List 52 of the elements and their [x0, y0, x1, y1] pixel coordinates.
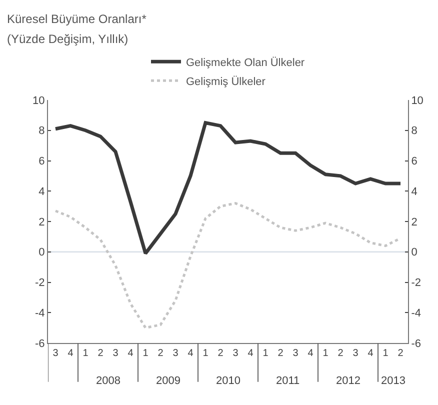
x-tick-label: 3 — [52, 348, 59, 359]
x-tick-label: 3 — [232, 348, 239, 359]
y2-tick-label: 2 — [411, 216, 418, 228]
chart-title: Küresel Büyüme Oranları* — [7, 12, 147, 26]
y-tick-label: 6 — [38, 156, 45, 168]
x-tick-label: 2 — [338, 348, 344, 359]
legend-label: Gelişmekte Olan Ülkeler — [186, 56, 305, 69]
text: 2013 — [381, 375, 406, 387]
x-tick-label: 2 — [398, 348, 404, 359]
y2-tick-label: -6 — [411, 338, 421, 350]
y2-tick-label: 4 — [411, 186, 418, 198]
y2-tick-label: 0 — [411, 246, 418, 259]
x-tick-label: 2 — [218, 348, 224, 359]
chart-subtitle: (Yüzde Değişim, Yıllık) — [7, 32, 128, 46]
text: 2011 — [276, 375, 300, 387]
text: 2009 — [156, 375, 180, 387]
x-tick-label: 3 — [172, 348, 179, 359]
y-tick-label: 0 — [38, 246, 45, 259]
y2-tick-label: -4 — [411, 307, 421, 320]
x-tick-label: 1 — [82, 348, 89, 359]
x-tick-label: 1 — [262, 348, 269, 359]
y2-tick-label: 10 — [411, 94, 424, 107]
x-tick-label: 4 — [248, 348, 254, 359]
y-tick-label: -4 — [35, 307, 45, 320]
text: 2010 — [216, 375, 240, 387]
legend-label: Gelişmiş Ülkeler — [186, 74, 266, 88]
text: 2012 — [336, 375, 360, 387]
x-tick-label: 4 — [368, 348, 374, 359]
y2-tick-label: 8 — [411, 125, 418, 138]
x-tick-label: 3 — [352, 348, 359, 359]
x-tick-label: 1 — [382, 348, 389, 359]
x-tick-label: 2 — [278, 348, 284, 359]
x-tick-label: 3 — [292, 348, 299, 359]
x-tick-label: 1 — [142, 348, 149, 359]
x-tick-label: 4 — [68, 348, 74, 359]
y2-tick-label: -2 — [411, 277, 421, 290]
text: 2008 — [96, 375, 120, 387]
y-tick-label: -2 — [35, 277, 45, 290]
x-tick-label: 2 — [158, 348, 164, 359]
x-tick-label: 4 — [308, 348, 314, 359]
x-tick-label: 1 — [202, 348, 209, 359]
y2-tick-label: 6 — [411, 156, 418, 168]
x-tick-label: 3 — [112, 348, 119, 359]
x-tick-label: 1 — [322, 348, 329, 359]
y-tick-label: 4 — [38, 186, 45, 198]
x-tick-label: 4 — [188, 348, 194, 359]
y-tick-label: -6 — [35, 338, 45, 350]
x-tick-label: 2 — [98, 348, 104, 359]
y-tick-label: 8 — [38, 125, 45, 138]
y-tick-label: 10 — [32, 94, 45, 107]
y-tick-label: 2 — [38, 216, 45, 228]
x-tick-label: 4 — [128, 348, 134, 359]
